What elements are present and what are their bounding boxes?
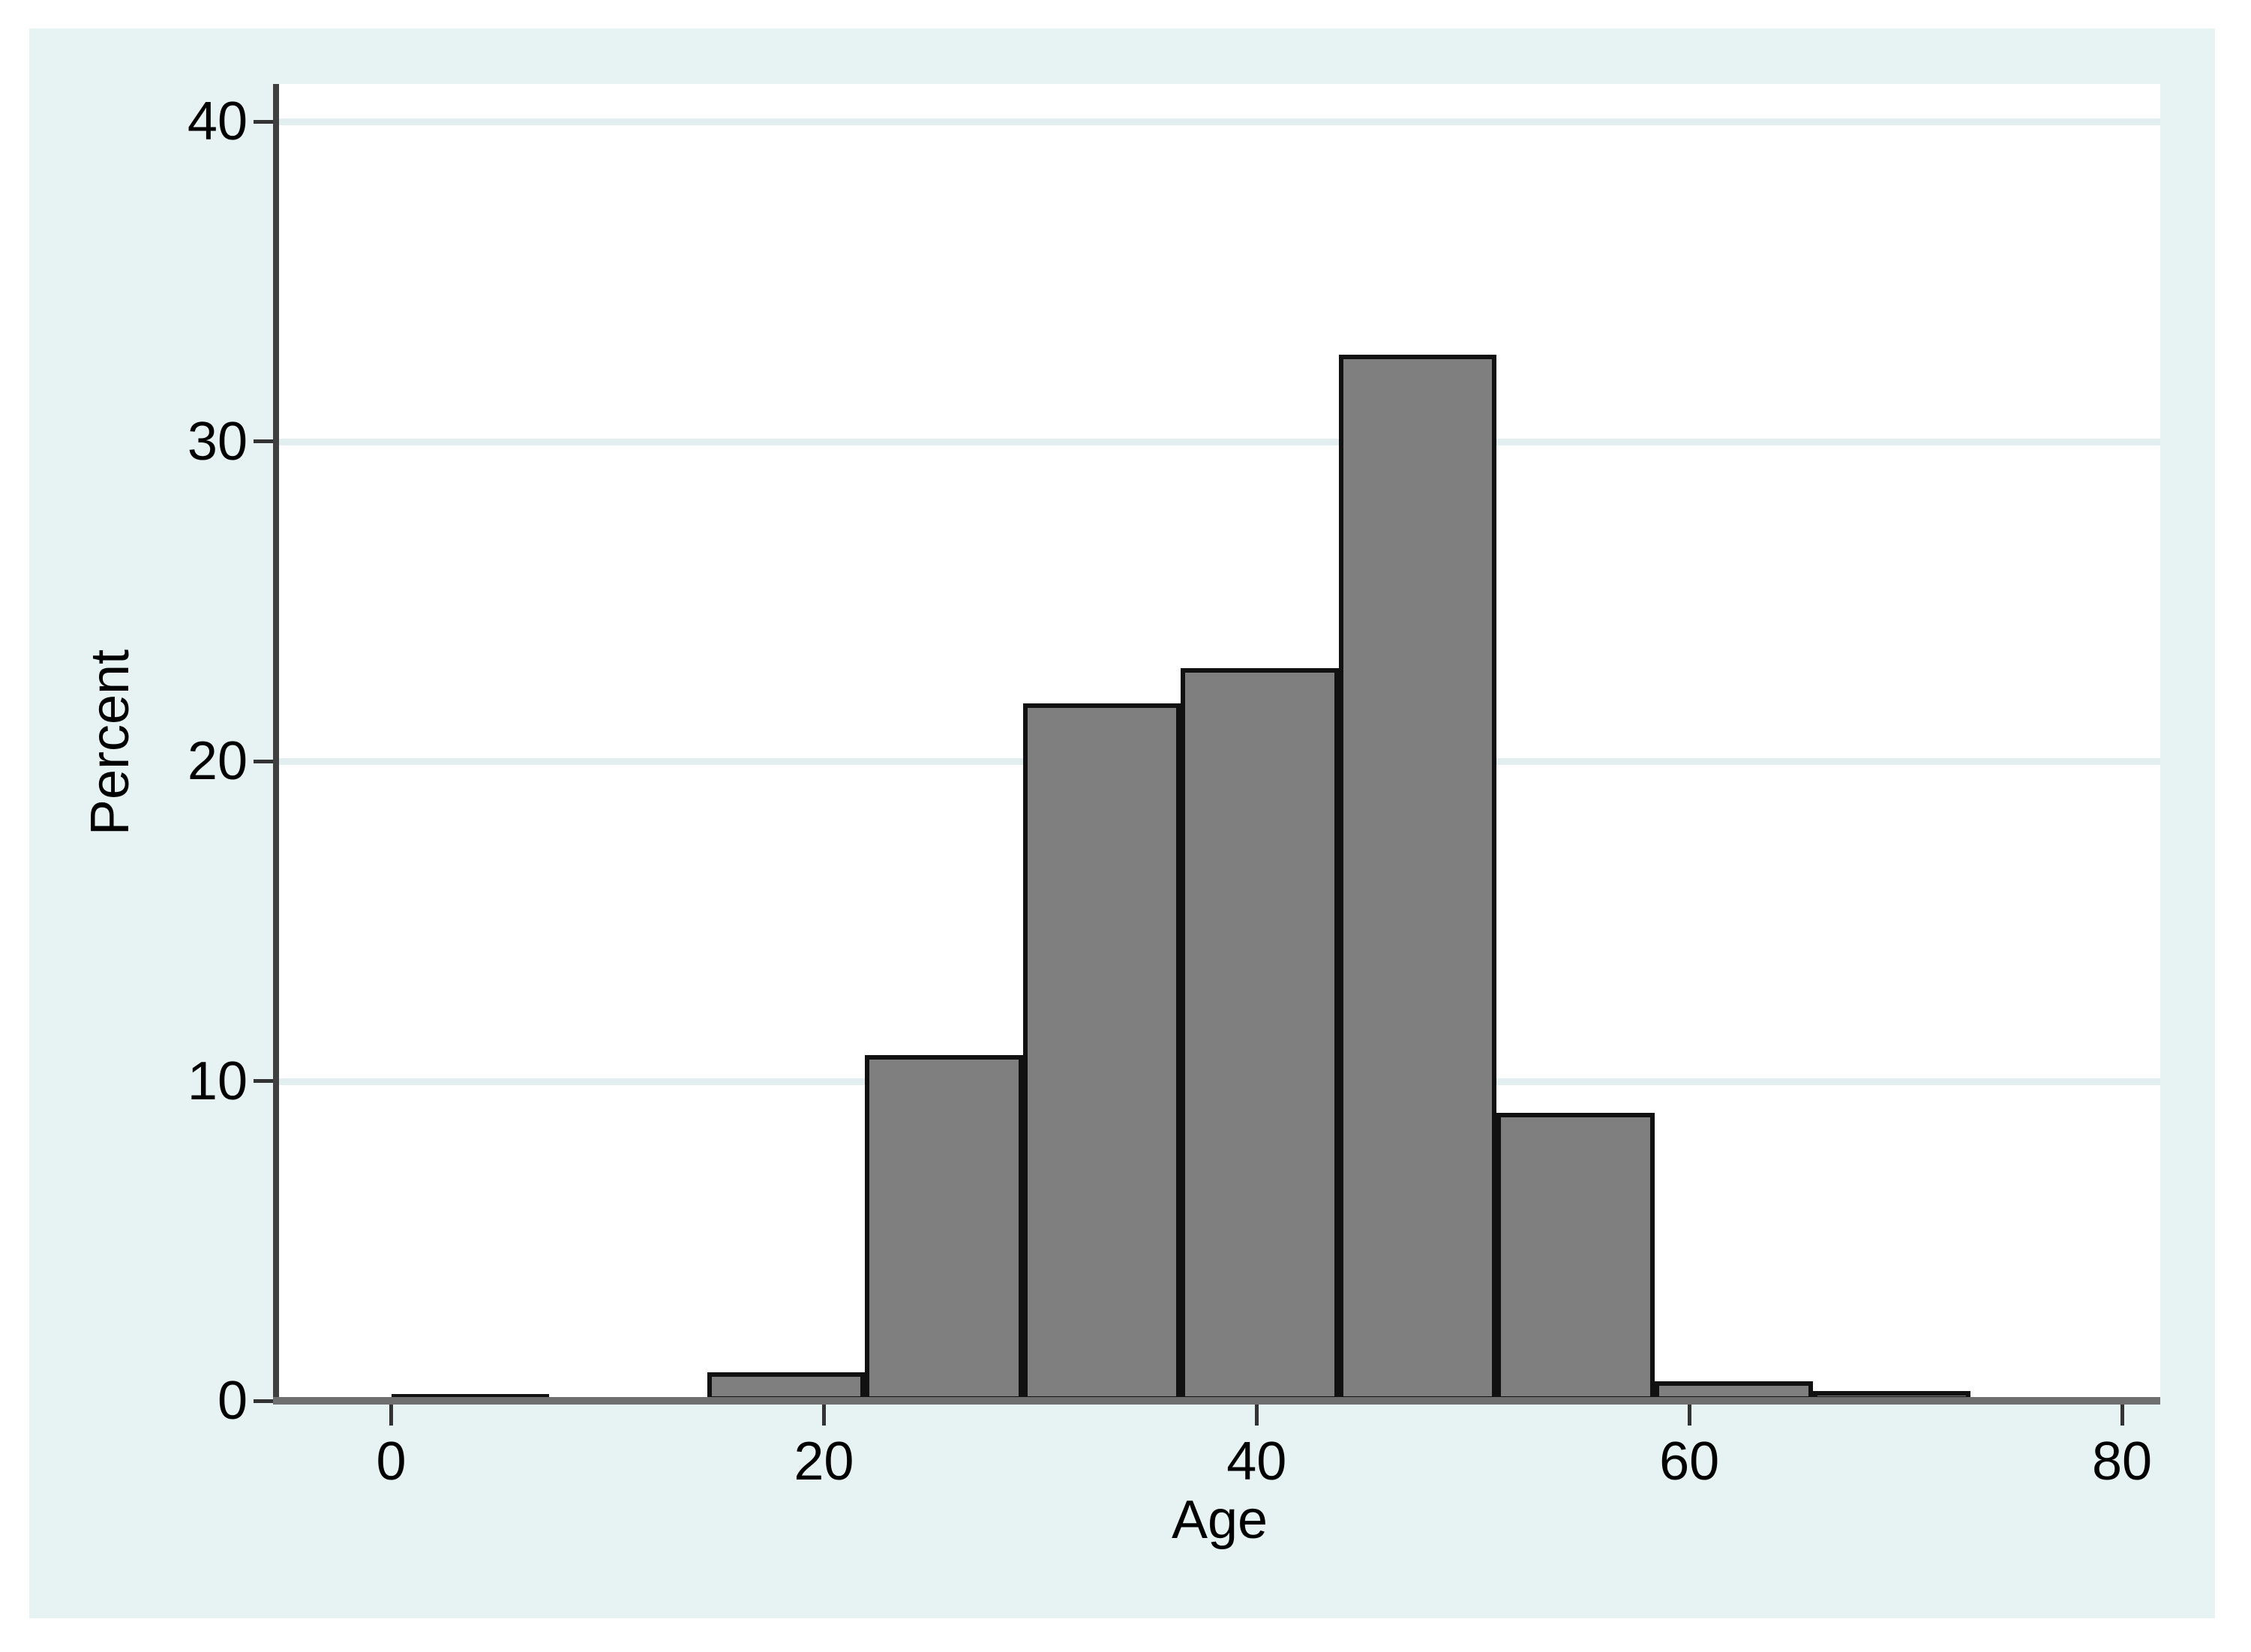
x-tick-mark-0 [389,1405,393,1426]
histogram-bar [1496,1113,1655,1401]
x-tick-mark-80 [2120,1405,2124,1426]
x-tick-mark-60 [1687,1405,1691,1426]
y-tick-label-0: 0 [217,1371,248,1431]
x-tick-label-0: 0 [376,1432,407,1492]
y-tick-mark-40 [254,119,273,124]
y-tick-mark-30 [254,439,273,443]
histogram-bar [865,1055,1023,1401]
y-axis-line [273,84,279,1405]
x-axis-line [273,1397,2160,1405]
x-tick-label-40: 40 [1226,1432,1287,1492]
histogram-bar [1338,355,1497,1401]
histogram-bar [1181,668,1339,1401]
x-tick-mark-40 [1254,1405,1259,1426]
y-tick-label-20: 20 [187,731,248,791]
y-tick-mark-0 [254,1399,273,1403]
y-tick-mark-10 [254,1079,273,1083]
gridline-40 [279,118,2160,125]
x-tick-label-60: 60 [1659,1432,1720,1492]
gridline-30 [279,438,2160,445]
y-tick-label-40: 40 [187,91,248,151]
x-axis-title: Age [1171,1490,1268,1550]
y-axis-title: Percent [80,649,140,836]
y-tick-label-30: 30 [187,411,248,472]
y-tick-mark-20 [254,759,273,763]
x-tick-label-20: 20 [794,1432,854,1492]
x-tick-label-80: 80 [2091,1432,2153,1492]
x-tick-mark-20 [821,1405,826,1426]
y-tick-label-10: 10 [187,1051,248,1111]
histogram-bar [1022,703,1181,1401]
